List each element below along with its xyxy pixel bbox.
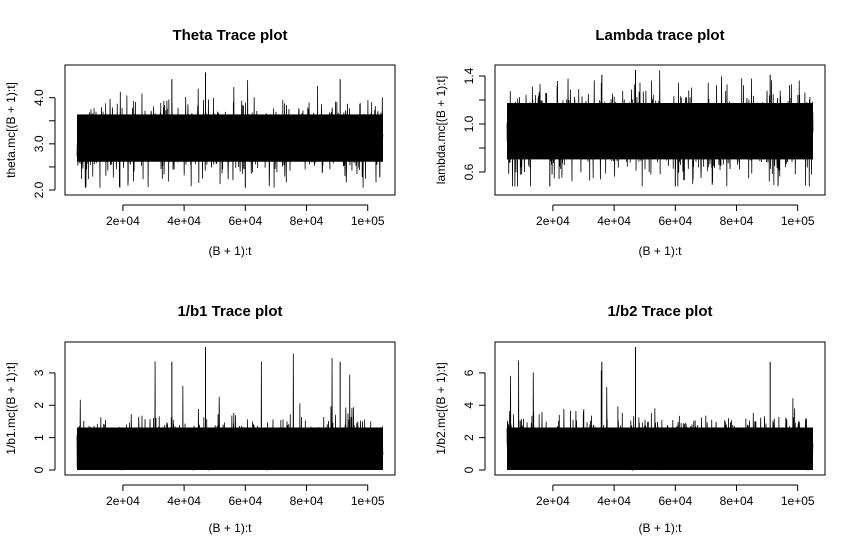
x-tick-label: 4e+04 <box>167 214 201 228</box>
x-axis-label: (B + 1):t <box>638 244 682 258</box>
y-tick-label: 2.0 <box>32 181 46 198</box>
y-tick-label: 4.0 <box>32 89 46 106</box>
x-tick-label: 1e+05 <box>351 214 385 228</box>
trace-core <box>507 427 813 470</box>
x-tick-label: 4e+04 <box>167 494 201 508</box>
y-tick-label: 1.0 <box>462 115 476 132</box>
panel-title: 1/b1 Trace plot <box>177 303 282 320</box>
y-tick-label: 3.0 <box>32 135 46 152</box>
plot-frame <box>494 64 826 196</box>
y-tick-label: 6 <box>462 369 476 376</box>
x-tick-label: 8e+04 <box>290 494 324 508</box>
x-axis-label: (B + 1):t <box>208 244 252 258</box>
y-tick-label: 1 <box>32 434 46 441</box>
x-axis-label: (B + 1):t <box>638 521 682 535</box>
x-tick-label: 8e+04 <box>720 494 754 508</box>
x-tick-label: 6e+04 <box>228 494 262 508</box>
x-tick-label: 1e+05 <box>781 494 815 508</box>
x-tick-label: 2e+04 <box>106 494 140 508</box>
trace-panel-4: 1/b2 Trace plot (B + 1):t 1/b2.mc[(B + 1):… <box>434 303 826 535</box>
x-tick-label: 2e+04 <box>106 214 140 228</box>
x-tick-label: 1e+05 <box>781 214 815 228</box>
x-tick-label: 8e+04 <box>720 214 754 228</box>
x-tick-label: 2e+04 <box>536 494 570 508</box>
y-axis-label: theta.mc[(B + 1):t] <box>4 82 18 178</box>
y-tick-label: 2 <box>32 402 46 409</box>
x-tick-label: 2e+04 <box>536 214 570 228</box>
trace-core <box>77 114 383 162</box>
trace-panel-1: Theta Trace plot (B + 1):t theta.mc[(B + 1… <box>4 27 396 258</box>
y-tick-label: 0 <box>32 466 46 473</box>
x-tick-label: 6e+04 <box>228 214 262 228</box>
y-tick-label: 1.4 <box>462 67 476 84</box>
x-tick-label: 6e+04 <box>658 214 692 228</box>
y-tick-label: 0.6 <box>462 163 476 180</box>
trace-panel-3: 1/b1 Trace plot (B + 1):t 1/b1.mc[(B + 1):… <box>4 303 396 535</box>
trace-panel-2: Lambda trace plot (B + 1):t lambda.mc[(B +… <box>434 27 826 258</box>
x-tick-label: 8e+04 <box>290 214 324 228</box>
panel-title: Theta Trace plot <box>172 27 287 44</box>
x-tick-label: 4e+04 <box>597 494 631 508</box>
panel-title: Lambda trace plot <box>595 27 724 44</box>
y-tick-label: 0 <box>462 466 476 473</box>
plot-frame <box>494 341 826 476</box>
x-axis-label: (B + 1):t <box>208 521 252 535</box>
x-tick-label: 6e+04 <box>658 494 692 508</box>
y-axis-label: 1/b1.mc[(B + 1):t] <box>4 362 18 454</box>
y-tick-label: 2 <box>462 434 476 441</box>
x-tick-label: 1e+05 <box>351 494 385 508</box>
trace-core <box>507 103 813 160</box>
plot-frame <box>64 64 396 196</box>
y-axis-label: lambda.mc[(B + 1):t] <box>434 76 448 184</box>
y-tick-label: 3 <box>32 369 46 376</box>
plot-frame <box>64 341 396 476</box>
panel-title: 1/b2 Trace plot <box>607 303 712 320</box>
trace-core <box>77 427 383 470</box>
y-axis-label: 1/b2.mc[(B + 1):t] <box>434 362 448 454</box>
y-tick-label: 4 <box>462 402 476 409</box>
x-tick-label: 4e+04 <box>597 214 631 228</box>
